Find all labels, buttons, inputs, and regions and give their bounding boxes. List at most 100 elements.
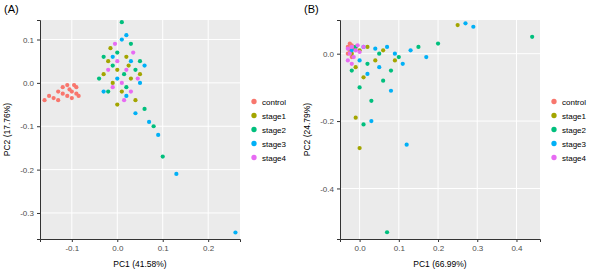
axis-line [341, 240, 541, 243]
legend-label: stage2 [262, 126, 287, 135]
tick: 0.1 [158, 239, 170, 253]
point [416, 45, 420, 49]
legend-item: stage2 [551, 126, 586, 135]
legend-symbol [251, 99, 256, 104]
point [357, 58, 361, 62]
title: (A) [4, 3, 19, 15]
legend: control stage1 stage2 stage3 stage4 [251, 98, 286, 163]
tick: -0.2 [20, 166, 40, 175]
tick: -0.1 [20, 122, 40, 131]
point [361, 45, 365, 49]
point [115, 102, 119, 106]
point [361, 75, 365, 79]
legend-symbol [251, 141, 256, 146]
legend-symbol [551, 141, 556, 146]
grid-line [40, 212, 240, 213]
tick: 0.0 [23, 79, 40, 88]
tick: 0.0 [112, 239, 124, 253]
legend-symbol [551, 113, 556, 118]
point [350, 62, 354, 66]
tick-label: 0.1 [158, 244, 170, 253]
legend-item: control [551, 98, 586, 107]
grid-line [340, 53, 540, 54]
tick: 0.3 [472, 239, 484, 253]
tick: 0.1 [23, 36, 40, 45]
point [122, 72, 126, 76]
point [389, 68, 393, 72]
tick-mark [208, 239, 209, 242]
plot-background [40, 20, 240, 239]
point [120, 89, 124, 93]
point [348, 52, 352, 56]
point [70, 96, 74, 100]
series [106, 42, 140, 103]
legend-label: stage3 [562, 140, 587, 149]
point [133, 68, 137, 72]
grid-line [516, 20, 517, 239]
legend-item: stage3 [251, 140, 286, 149]
tick-label: -0.1 [65, 244, 79, 253]
legend-item: control [251, 98, 286, 107]
point [106, 89, 110, 93]
grid-line [398, 20, 399, 239]
tick-mark [516, 239, 517, 242]
grid-line [162, 20, 163, 239]
legend-symbol [551, 99, 556, 104]
point [122, 98, 126, 102]
point [129, 76, 133, 80]
legend-label: control [562, 98, 586, 107]
tick: 0.0 [323, 50, 340, 59]
point [138, 81, 142, 85]
legend-label: stage2 [562, 126, 587, 135]
point [65, 83, 69, 87]
tick-label: 0.4 [511, 244, 523, 253]
point [397, 55, 401, 59]
point [115, 50, 119, 54]
tick-label: 0.2 [203, 244, 215, 253]
legend-symbol [551, 127, 556, 132]
tick: 0.1 [394, 239, 406, 253]
point [471, 25, 475, 29]
point [377, 65, 381, 69]
tick-label: 0.3 [472, 244, 484, 253]
point [129, 59, 133, 63]
point [156, 133, 160, 137]
tick-mark [37, 83, 40, 84]
point [401, 62, 405, 66]
y-axis-title: PC2 (17.76%) [2, 103, 12, 157]
point [381, 79, 385, 83]
point [142, 63, 146, 67]
legend-label: control [262, 98, 286, 107]
point [111, 81, 115, 85]
points [346, 21, 535, 234]
point [389, 89, 393, 93]
point [456, 23, 460, 27]
tick-label: -0.2 [20, 166, 34, 175]
point [115, 59, 119, 63]
point [61, 92, 65, 96]
grid-line [340, 188, 540, 189]
panel: 0.00.10.20.30.4-0.4-0.20.0(B)PC1 (66.99%… [302, 3, 587, 269]
legend-item: stage1 [251, 112, 286, 121]
legend-item: stage4 [251, 154, 286, 163]
legend-item: stage1 [551, 112, 586, 121]
point [47, 94, 51, 98]
tick-mark [37, 40, 40, 41]
figure: -0.10.00.10.2-0.3-0.2-0.10.00.1(A)PC1 (4… [0, 0, 600, 275]
tick-label: 0.0 [323, 50, 335, 59]
point [377, 52, 381, 56]
point [356, 43, 360, 47]
grid-line [40, 169, 240, 170]
point [106, 68, 110, 72]
axis-line [37, 21, 41, 240]
series [350, 35, 535, 235]
point [124, 94, 128, 98]
point [530, 35, 534, 39]
point [133, 111, 137, 115]
legend-symbol [251, 113, 256, 118]
tick: -0.1 [65, 239, 79, 253]
tick-mark [360, 239, 361, 242]
point [436, 41, 440, 45]
point [365, 62, 369, 66]
point [111, 85, 115, 89]
